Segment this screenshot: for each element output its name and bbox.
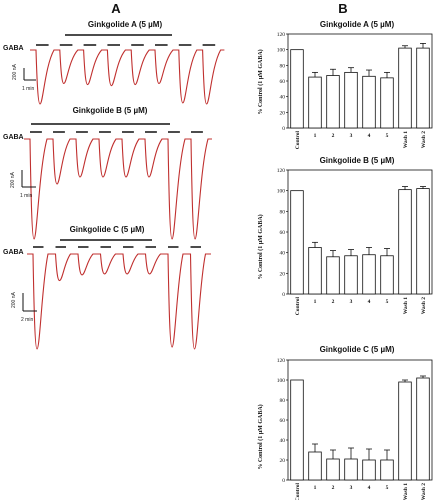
x-tick-label: 2 [332, 299, 335, 305]
x-tick-label: Wash 1 [403, 131, 409, 149]
bar [362, 254, 376, 295]
x-tick-label: 3 [350, 299, 353, 305]
y-tick-label: 60 [280, 79, 286, 85]
current-trace [24, 138, 212, 240]
y-tick-label: 100 [277, 189, 286, 195]
bar [344, 458, 358, 481]
x-tick-label: 1 [314, 485, 317, 491]
y-tick-label: 20 [280, 110, 286, 116]
gaba-label: GABA [3, 45, 24, 52]
scale-time-label: 1 min [22, 86, 34, 92]
y-tick-label: 20 [280, 271, 286, 277]
bar [326, 75, 340, 129]
x-tick-label: 4 [368, 299, 371, 305]
y-tick-label: 100 [277, 378, 286, 384]
x-tick-label: Control [295, 297, 301, 316]
y-tick-label: 120 [277, 32, 286, 38]
x-tick-label: 3 [350, 485, 353, 491]
panel-letter-a: A [111, 1, 121, 16]
y-tick-label: 100 [277, 48, 286, 54]
bar [398, 47, 412, 129]
x-tick-label: Wash 1 [403, 297, 409, 315]
bar [308, 247, 322, 295]
x-tick-label: Wash 2 [421, 483, 427, 500]
x-tick-label: Control [295, 131, 301, 150]
bar [416, 47, 430, 129]
trace-panel-ginkgolide-b: Ginkgolide B (5 µM) GABA 200 nA 1 min [3, 106, 212, 240]
panel-letter-b: B [338, 1, 347, 16]
y-tick-label: 20 [280, 458, 286, 464]
bar-chart-ginkgolide-b: Ginkgolide B (5 µM) % Control (1 µM GABA… [257, 156, 433, 316]
y-tick-label: 80 [280, 398, 286, 404]
trace-title: Ginkgolide C (5 µM) [70, 225, 145, 234]
current-trace [27, 253, 211, 350]
y-tick-label: 0 [282, 126, 285, 132]
scale-current-label: 200 nA [10, 171, 16, 188]
y-tick-label: 80 [280, 63, 286, 69]
y-tick-label: 0 [282, 292, 285, 298]
current-trace [30, 49, 225, 105]
bar [416, 377, 430, 481]
y-tick-label: 60 [280, 418, 286, 424]
x-tick-label: 2 [332, 485, 335, 491]
bar [344, 71, 358, 129]
scale-time-label: 1 min [20, 193, 32, 199]
trace-title: Ginkgolide B (5 µM) [73, 106, 148, 115]
bar [344, 255, 358, 295]
y-tick-label: 120 [277, 358, 286, 364]
x-tick-label: 4 [368, 485, 371, 491]
bar [326, 458, 340, 481]
trace-panel-ginkgolide-a: Ginkgolide A (5 µM) GABA 200 nA 1 min [3, 20, 225, 105]
scale-current-label: 200 nA [12, 63, 18, 80]
x-tick-label: 1 [314, 133, 317, 139]
bar [290, 49, 304, 129]
bar [290, 379, 304, 481]
y-tick-label: 40 [280, 251, 286, 257]
bar [362, 75, 376, 129]
scale-time-label: 2 min [21, 317, 33, 323]
bar [416, 188, 430, 295]
y-axis-label: % Control (1 µM GABA) [257, 49, 264, 114]
y-tick-label: 40 [280, 95, 286, 101]
x-tick-label: Wash 2 [421, 297, 427, 315]
bar-chart-ginkgolide-a: Ginkgolide A (5 µM) % Control (1 µM GABA… [257, 20, 433, 150]
x-tick-label: 1 [314, 299, 317, 305]
x-tick-label: Control [295, 483, 301, 500]
bar [398, 381, 412, 481]
bar-chart-ginkgolide-c: Ginkgolide C (5 µM) % Control (1 µM GABA… [257, 345, 433, 500]
bar [398, 189, 412, 295]
bar [380, 255, 394, 295]
y-tick-label: 0 [282, 478, 285, 484]
y-tick-label: 40 [280, 438, 286, 444]
x-tick-label: 4 [368, 133, 371, 139]
y-axis-label: % Control (1 µM GABA) [257, 214, 264, 279]
bar [308, 451, 322, 481]
x-tick-label: Wash 1 [403, 483, 409, 500]
bar [362, 459, 376, 481]
trace-panel-ginkgolide-c: Ginkgolide C (5 µM) GABA 200 nA 2 min [3, 225, 211, 350]
y-tick-label: 60 [280, 230, 286, 236]
x-tick-label: 3 [350, 133, 353, 139]
scale-current-label: 200 nA [11, 291, 17, 308]
bar [308, 76, 322, 129]
x-tick-label: 5 [386, 133, 389, 139]
x-tick-label: 2 [332, 133, 335, 139]
y-axis-label: % Control (1 µM GABA) [257, 404, 264, 469]
bar [380, 459, 394, 481]
gaba-label: GABA [3, 249, 24, 256]
x-tick-label: 5 [386, 299, 389, 305]
y-tick-label: 80 [280, 209, 286, 215]
trace-title: Ginkgolide A (5 µM) [88, 20, 163, 29]
gaba-label: GABA [3, 134, 24, 141]
chart-title: Ginkgolide A (5 µM) [320, 20, 395, 29]
bar [290, 190, 304, 295]
x-tick-label: Wash 2 [421, 131, 427, 149]
chart-title: Ginkgolide C (5 µM) [320, 345, 395, 354]
chart-title: Ginkgolide B (5 µM) [320, 156, 395, 165]
bar [326, 256, 340, 295]
x-tick-label: 5 [386, 485, 389, 491]
y-tick-label: 120 [277, 168, 286, 174]
bar [380, 77, 394, 129]
